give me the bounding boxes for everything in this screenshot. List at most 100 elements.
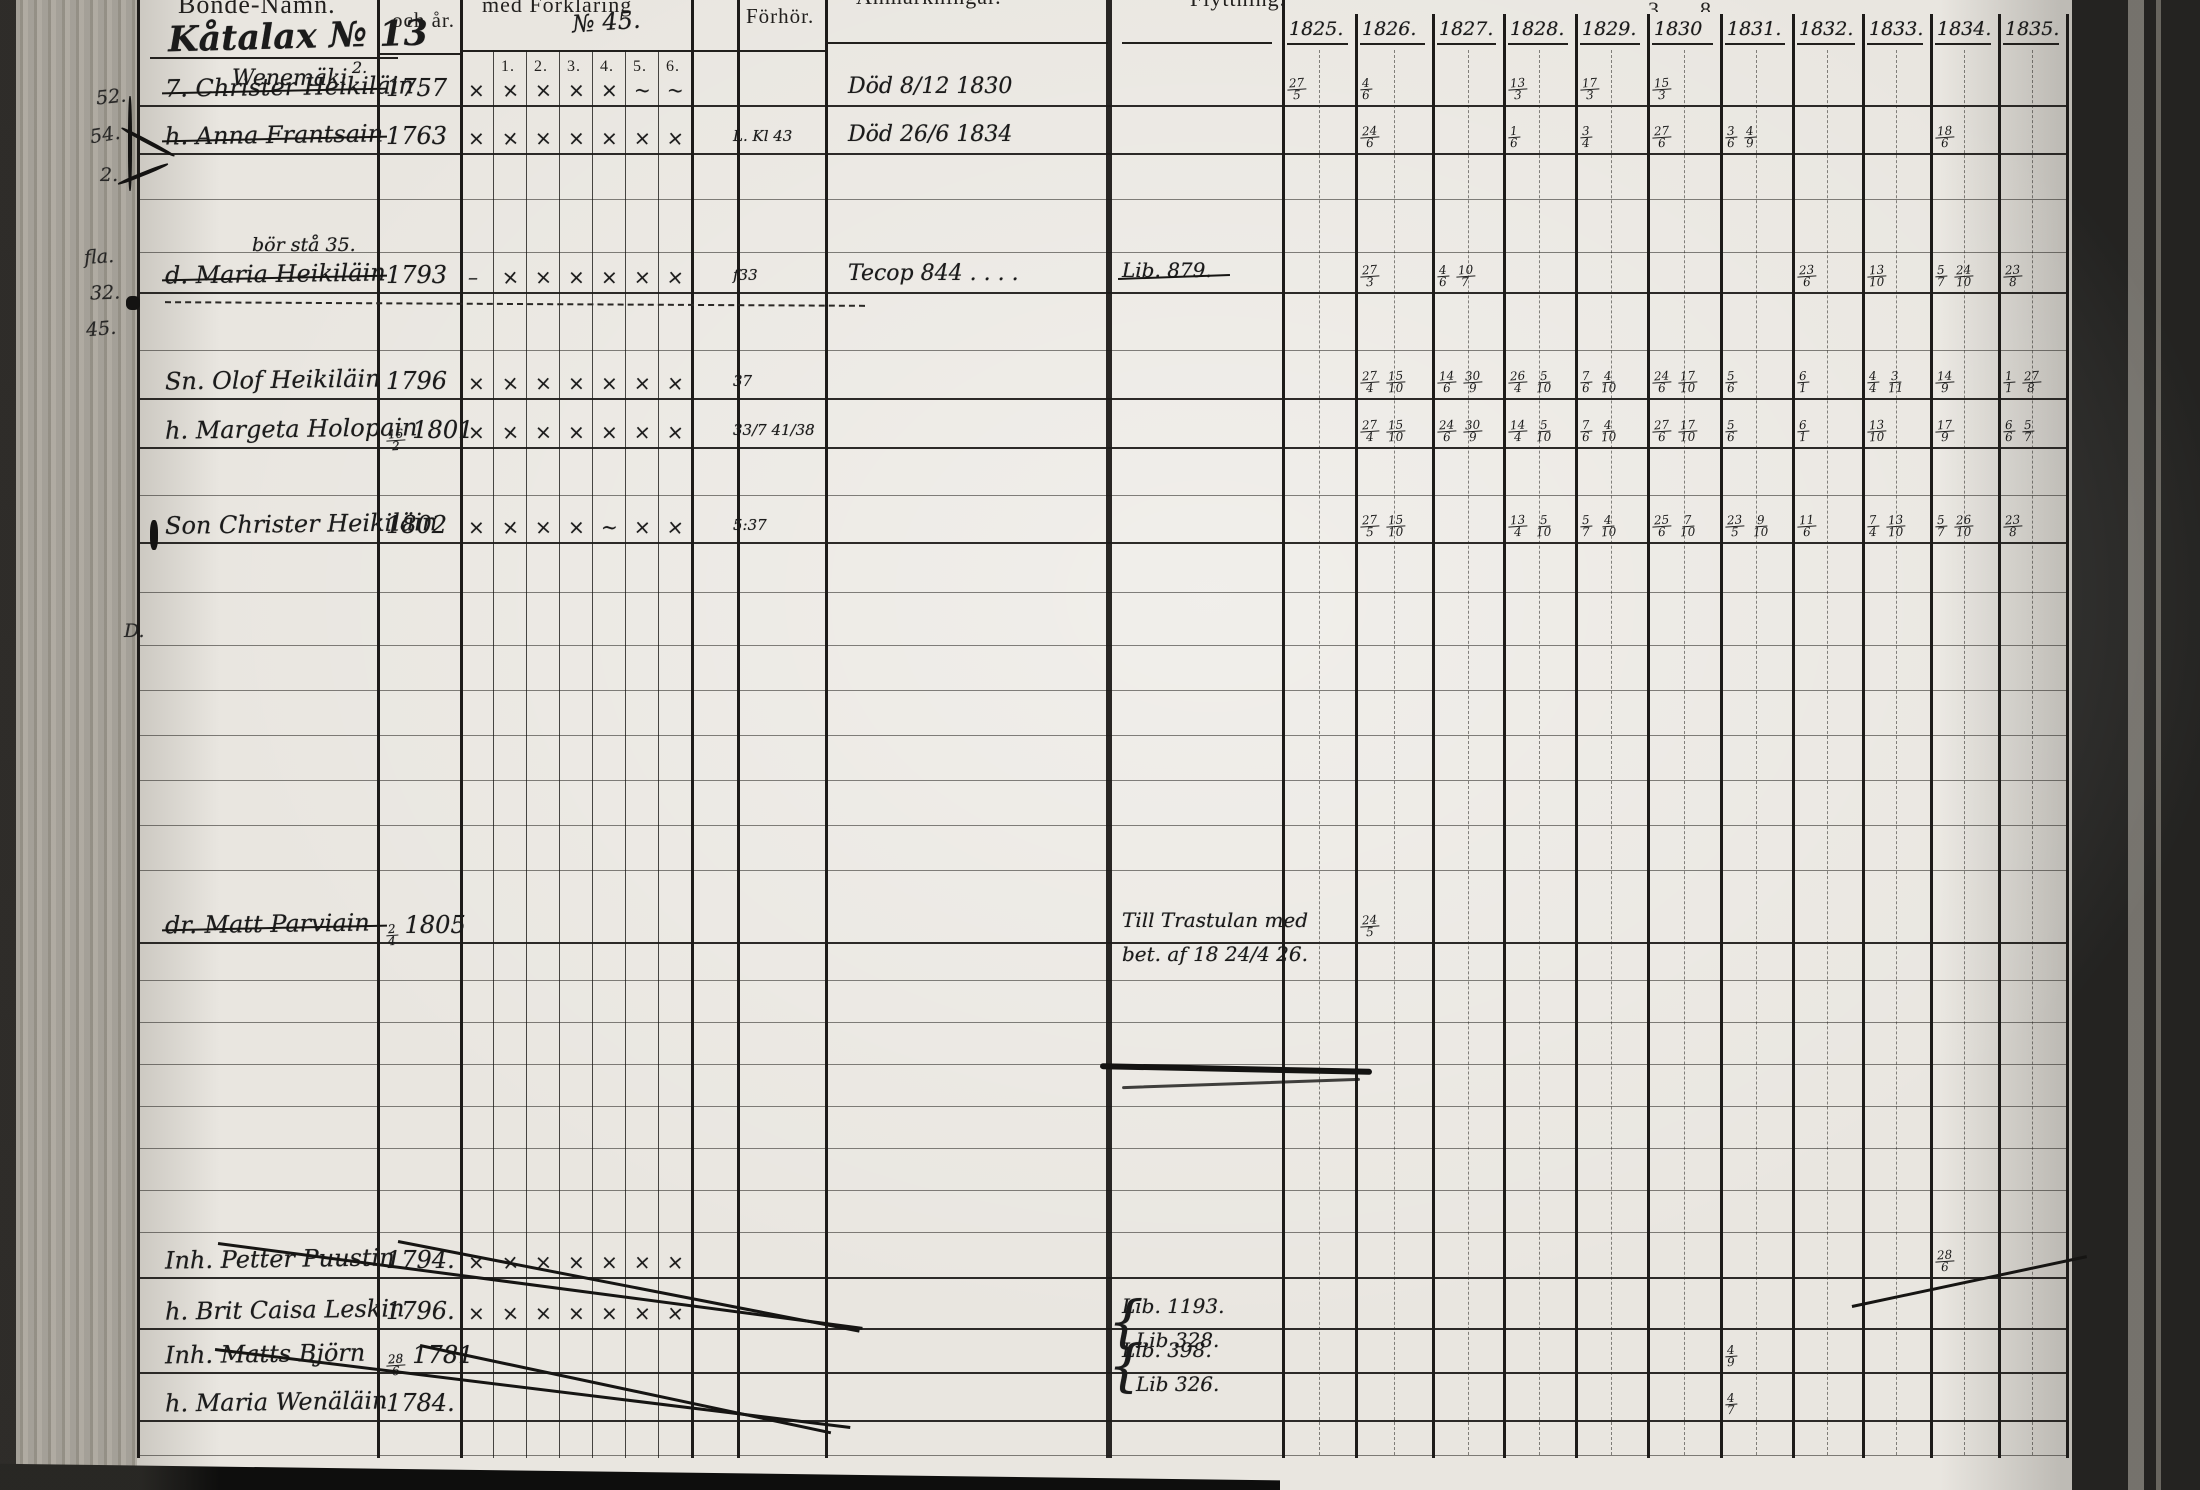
year-column-line	[1998, 14, 2001, 1458]
column-line	[825, 0, 828, 1458]
communion-mark: ×	[500, 419, 520, 445]
year-cell: 1 1 27 8	[2002, 368, 2042, 396]
year-header: 1829.	[1582, 18, 1637, 40]
communion-mark: ×	[500, 370, 520, 396]
communion-mark: ×	[665, 370, 685, 396]
year-header-underline	[1360, 43, 1425, 45]
year-cell: 23 6	[1796, 262, 1817, 290]
year-cell: 5 7 24 10	[1934, 262, 1974, 290]
rule-line	[137, 447, 2066, 450]
year-cell: 4 4 3 11	[1866, 368, 1904, 396]
communion-premark: ×	[468, 420, 485, 444]
year-cell: 23 8	[2002, 262, 2023, 290]
page-bottom-edge	[0, 1463, 1280, 1490]
forhor-note: 37	[733, 372, 753, 390]
year-cell: 27 5	[1286, 75, 1307, 103]
row-name: Inh. Petter Puustin	[164, 1243, 395, 1275]
row-name: h. Brit Caisa Leskin	[164, 1294, 405, 1326]
year-cell: 24 6 17 10	[1651, 368, 1698, 396]
year-cell: 13 4 5 10	[1507, 512, 1552, 540]
margin-note: 32.	[89, 281, 121, 305]
rule-line	[137, 1277, 2066, 1280]
communion-mark: ×	[567, 1300, 585, 1326]
rule-line	[137, 942, 2066, 945]
transfer-note: Lib 326.	[1136, 1372, 1220, 1396]
communion-mark: ×	[534, 77, 553, 103]
remark-note: Tecop 844 . . . .	[848, 261, 1019, 286]
scratch-line	[164, 301, 866, 307]
communion-mark: ×	[500, 1300, 520, 1326]
year-cell: 23 5 9 10	[1724, 512, 1769, 540]
header-underline	[150, 57, 398, 60]
year-subdivider	[1683, 50, 1685, 1455]
year-header: 1834.	[1937, 18, 1992, 40]
year-cell: 24 5	[1359, 912, 1380, 940]
column-line	[377, 0, 380, 1458]
rule-line	[137, 1455, 2066, 1457]
column-line	[737, 0, 740, 1458]
column-line	[460, 0, 463, 1458]
thread-artifact-2	[1122, 1077, 1360, 1089]
forklaring-subline	[526, 50, 528, 1458]
year-cell: 27 6	[1651, 123, 1672, 151]
year-column-line	[1647, 14, 1650, 1458]
communion-mark: ×	[500, 264, 520, 290]
year-header: 1826.	[1362, 18, 1417, 40]
forklaring-subline	[493, 50, 495, 1458]
communion-mark: ×	[534, 514, 553, 540]
year-cell: 24 6	[1359, 123, 1380, 151]
village-name: Wenemäki	[232, 66, 348, 91]
year-cell: 7 6 4 10	[1579, 368, 1617, 396]
year-header-underline	[1935, 43, 1991, 45]
col-header-forhor: Förhör.	[746, 4, 815, 28]
year-subdivider	[1318, 50, 1320, 1455]
communion-mark: ×	[567, 514, 585, 540]
year-subdivider	[1467, 50, 1469, 1455]
communion-mark: ×	[500, 125, 520, 151]
communion-mark: ×	[633, 370, 652, 396]
year-column-line	[1792, 14, 1795, 1458]
year-cell: 28 6	[1934, 1247, 1955, 1275]
year-cell: 24 6 30 9	[1436, 417, 1483, 445]
year-cell: 11 6	[1796, 512, 1817, 540]
column-line	[691, 0, 694, 1458]
printed-fragment: 3	[1648, 0, 1660, 12]
communion-premark: ×	[468, 1301, 485, 1325]
year-header: 1833.	[1869, 18, 1924, 40]
year-header-underline	[1508, 43, 1568, 45]
year-column-line	[1355, 14, 1358, 1458]
rule-line	[137, 645, 2066, 647]
year-header: 1825.	[1289, 18, 1344, 40]
year-cell: 18 6	[1934, 123, 1955, 151]
communion-mark: ×	[567, 419, 585, 445]
printed-fragment: 8	[1700, 0, 1712, 12]
year-column-line	[1930, 14, 1933, 1458]
rule-line	[137, 980, 2066, 982]
page-stack-edge	[2128, 0, 2144, 1490]
rule-line	[137, 1328, 2066, 1331]
year-cell: 27 5 15 10	[1359, 512, 1406, 540]
year-header-underline	[1797, 43, 1855, 45]
rule-line	[137, 690, 2066, 692]
communion-mark: ×	[633, 514, 652, 540]
forklaring-subcol-label: 4.	[600, 58, 614, 75]
forhor-note: f33	[733, 266, 758, 284]
year-cell: 13 3	[1507, 75, 1528, 103]
forklaring-subcol-label: 1.	[501, 58, 515, 75]
communion-mark: ×	[567, 370, 585, 396]
communion-premark: ×	[468, 371, 485, 395]
margin-note: 52.	[94, 84, 128, 110]
year-cell: 13 10	[1866, 262, 1887, 290]
year-header: 1830	[1654, 18, 1703, 40]
rule-line	[137, 870, 2066, 872]
communion-mark: ×	[567, 125, 585, 151]
header-underline	[825, 42, 1108, 45]
row-name: h. Margeta Holopain	[164, 413, 418, 445]
year-cell: 4 6 10 7	[1436, 262, 1476, 290]
communion-mark: ×	[633, 419, 652, 445]
header-underline	[1122, 42, 1272, 45]
